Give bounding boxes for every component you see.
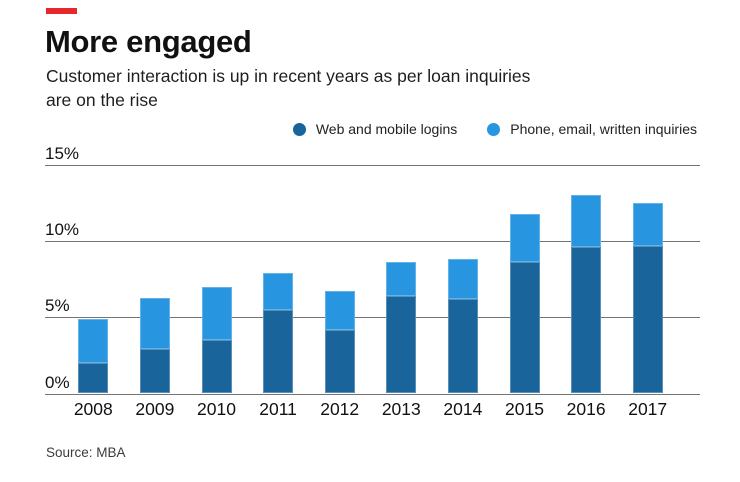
x-axis-label-2011: 2011 <box>259 399 297 419</box>
x-axis-label-2008: 2008 <box>73 399 113 419</box>
bar-2009-phone-email <box>139 297 170 350</box>
x-axis-label-2012: 2012 <box>320 399 360 419</box>
legend-item-web-mobile: Web and mobile logins <box>292 121 458 137</box>
bar-2008-web-mobile <box>78 363 109 394</box>
chart-title: More engaged <box>45 24 252 59</box>
gridline-5% <box>45 317 700 319</box>
chart-subtitle: Customer interaction is up in recent yea… <box>46 64 530 112</box>
x-axis-label-2009: 2009 <box>135 399 175 419</box>
legend-label-phone-email: Phone, email, written inquiries <box>510 121 697 137</box>
gridline-15% <box>45 164 700 166</box>
bar-2015-web-mobile <box>509 262 540 394</box>
bar-2008-phone-email <box>78 318 109 364</box>
legend: Web and mobile logins Phone, email, writ… <box>0 120 697 138</box>
bar-2016-web-mobile <box>571 247 602 394</box>
gridline-10% <box>45 241 700 243</box>
y-axis-label-10%: 10% <box>45 220 80 240</box>
bar-2015-phone-email <box>509 213 540 263</box>
x-axis-label-2013: 2013 <box>381 399 421 419</box>
bar-2011-web-mobile <box>263 309 294 394</box>
chart-subtitle-line2: are on the rise <box>46 90 158 110</box>
bar-2012-web-mobile <box>324 329 355 394</box>
bar-2013-phone-email <box>386 262 417 296</box>
bar-2010-web-mobile <box>201 340 232 394</box>
bar-2017-phone-email <box>632 203 663 246</box>
bar-2014-phone-email <box>447 259 478 300</box>
x-axis-label-2017: 2017 <box>628 399 668 419</box>
bar-2016-phone-email <box>571 195 602 248</box>
accent-dash <box>46 8 77 14</box>
source-note: Source: MBA <box>46 445 126 460</box>
x-axis-label-2015: 2015 <box>505 399 544 419</box>
bar-2013-web-mobile <box>386 296 417 394</box>
x-axis-label-2016: 2016 <box>566 399 606 419</box>
legend-dot-light-icon <box>487 122 501 136</box>
bar-2012-phone-email <box>324 291 355 330</box>
bar-2014-web-mobile <box>447 299 478 394</box>
y-axis-label-5%: 5% <box>45 296 70 316</box>
x-axis-label-2010: 2010 <box>197 399 236 419</box>
chart-subtitle-line1: Customer interaction is up in recent yea… <box>46 66 531 86</box>
bar-2011-phone-email <box>263 273 294 310</box>
legend-item-phone-email: Phone, email, written inquiries <box>487 121 697 137</box>
bar-2009-web-mobile <box>139 349 170 394</box>
y-axis-label-0%: 0% <box>45 372 70 392</box>
bar-2017-web-mobile <box>632 245 663 394</box>
gridline-0% <box>45 393 700 395</box>
x-axis-label-2014: 2014 <box>443 399 483 419</box>
legend-dot-dark-icon <box>292 122 306 136</box>
y-axis-label-15%: 15% <box>45 143 80 163</box>
bar-2010-phone-email <box>201 286 232 341</box>
legend-label-web-mobile: Web and mobile logins <box>315 121 458 137</box>
